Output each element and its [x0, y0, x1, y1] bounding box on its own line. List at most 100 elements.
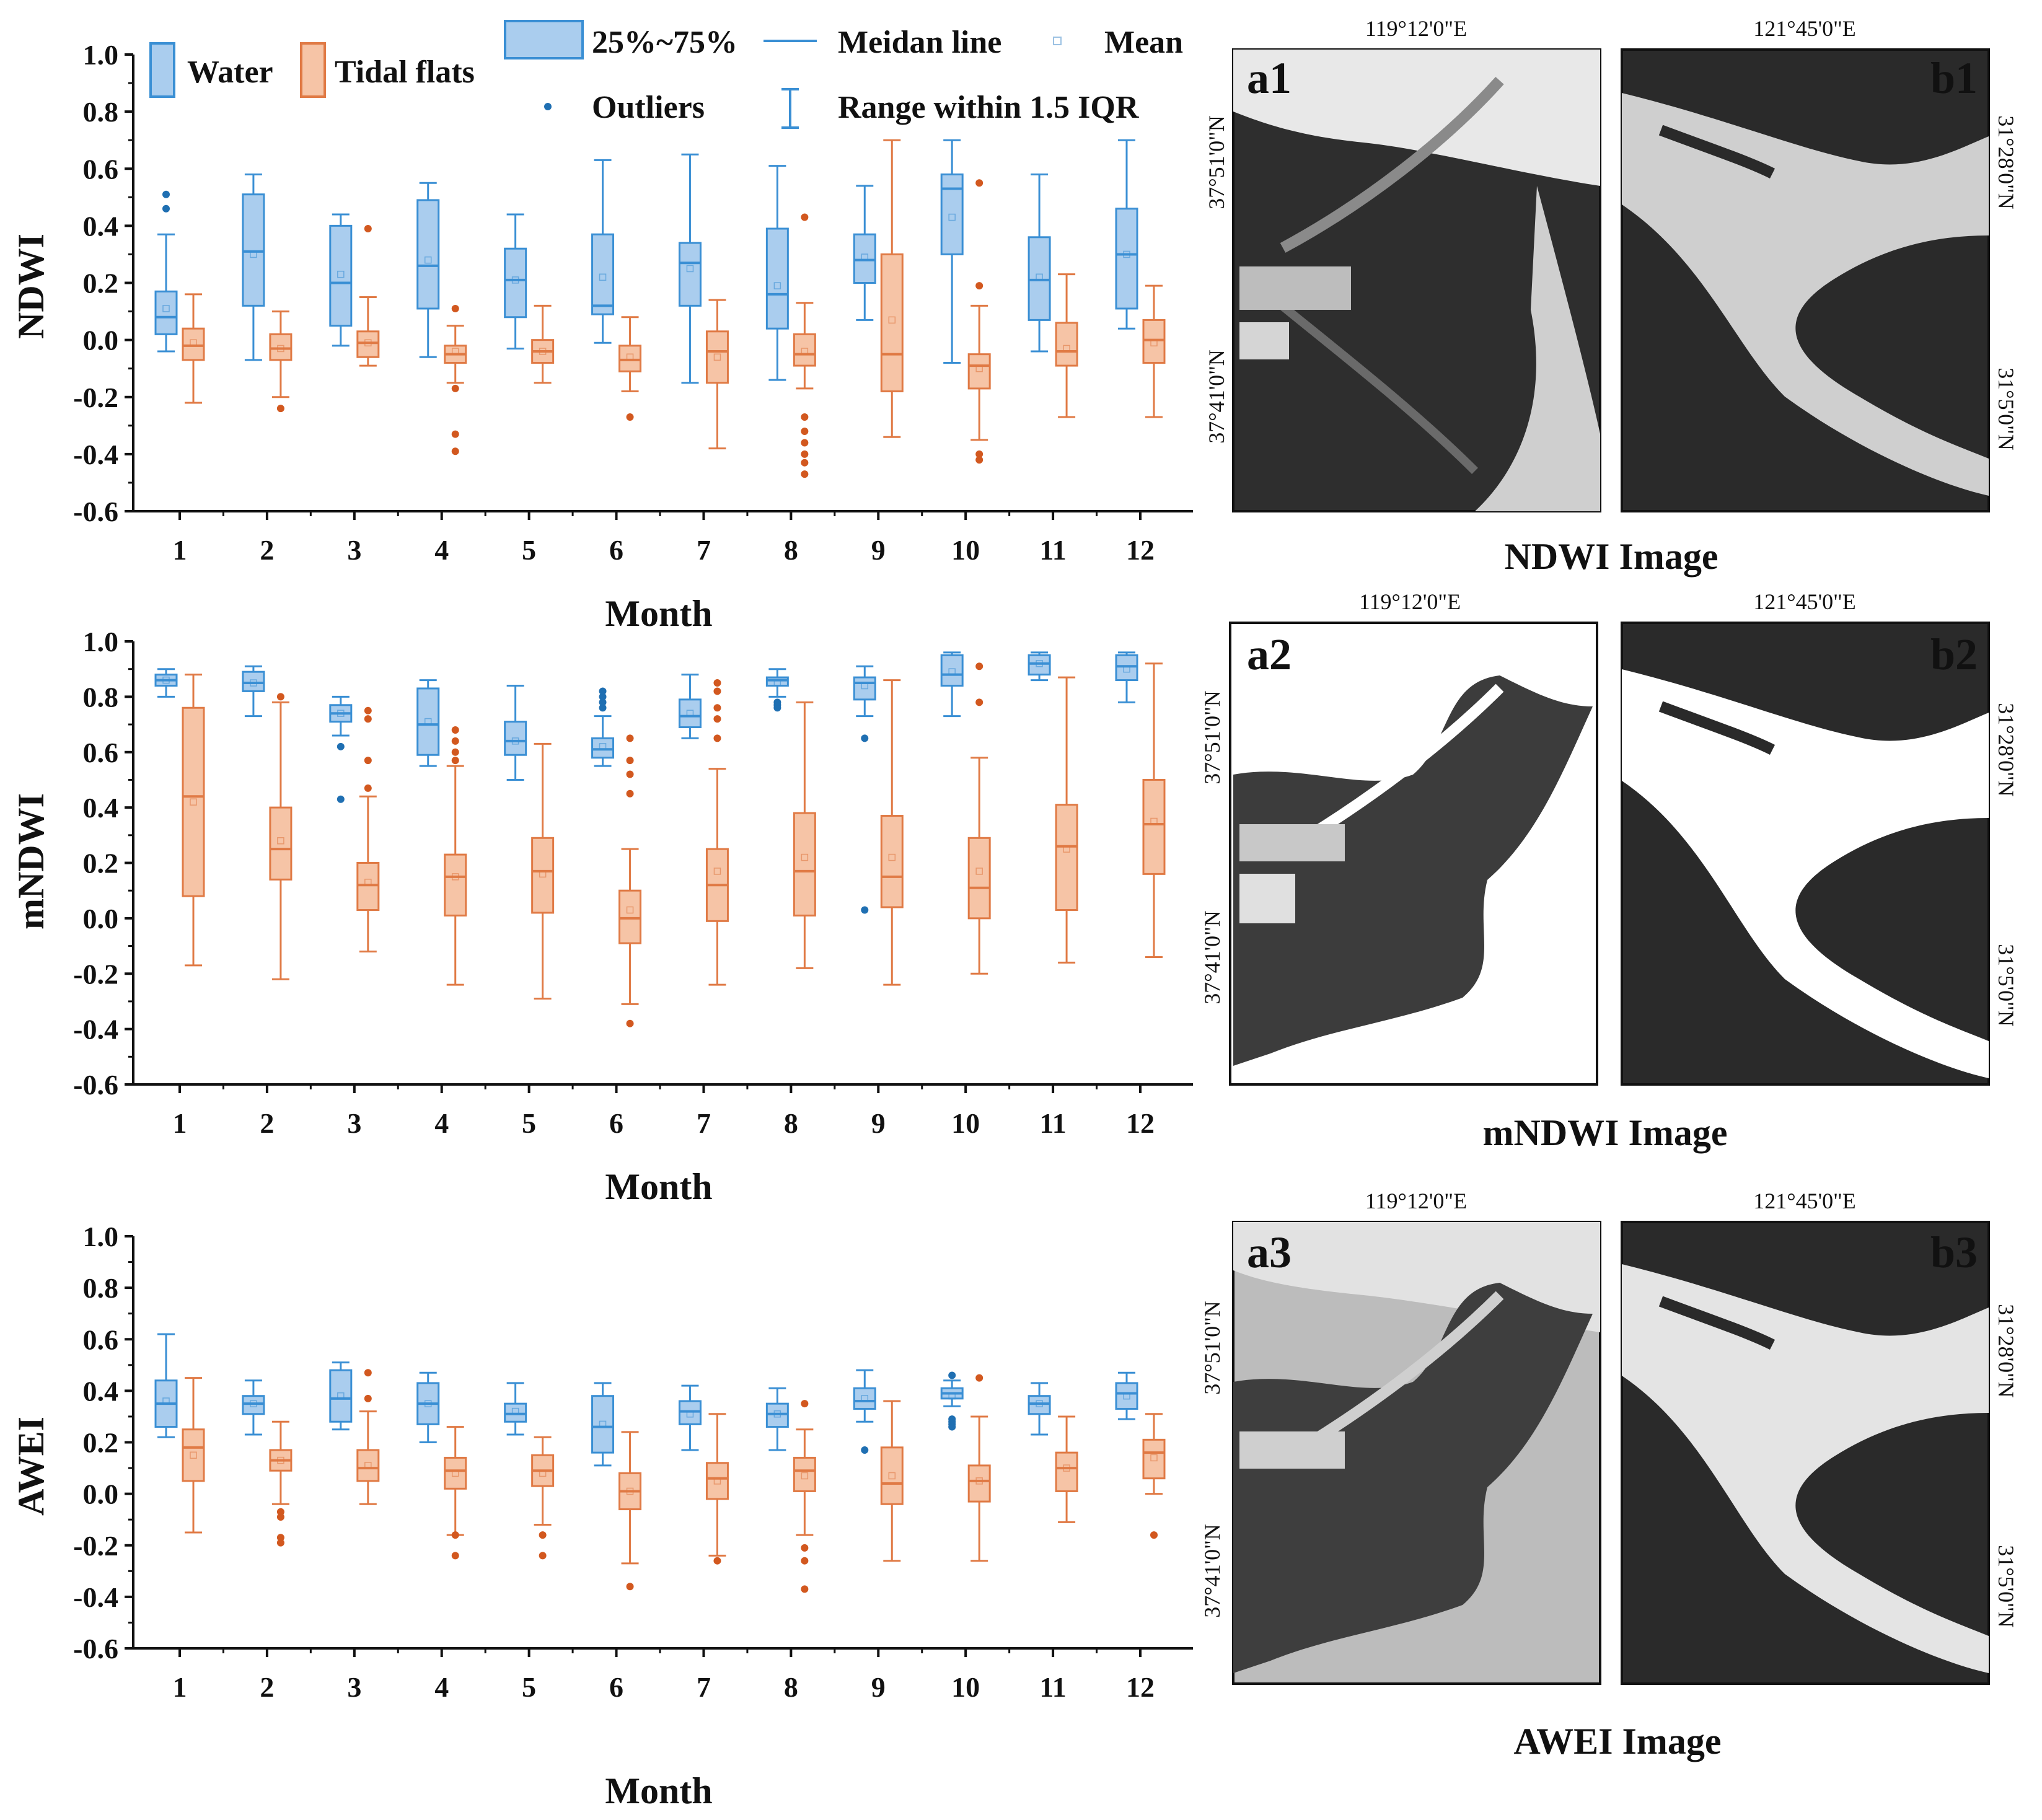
mean-marker [451, 348, 459, 355]
water-box-month-5 [504, 213, 527, 349]
tidal-flats-box-month-10 [967, 179, 991, 464]
outlier-point [861, 734, 869, 742]
x-tick-label: 10 [951, 1671, 980, 1703]
map-row-title: AWEI Image [1513, 1721, 1721, 1762]
outlier-point [276, 405, 284, 413]
map-row-title: NDWI Image [1505, 536, 1719, 577]
mean-marker [250, 679, 257, 687]
iqr-box [1055, 322, 1078, 367]
mean-marker [162, 676, 170, 684]
mean-marker [539, 1469, 547, 1477]
iqr-box [1142, 1438, 1166, 1480]
outlier-point [276, 1513, 284, 1521]
water-box-month-11 [1028, 651, 1051, 682]
mean-marker [1063, 345, 1070, 353]
x-tick-label: 11 [1039, 1671, 1066, 1703]
map-row-1: a1 b1 119°12'0"E 121°45'0"E 37°51'0"N 37… [1204, 16, 2018, 577]
mean-marker [1123, 1392, 1130, 1400]
outlier-point [364, 224, 372, 232]
y-tick-label: 0.8 [83, 681, 119, 713]
y-tick-label: -0.4 [73, 1581, 118, 1613]
x-tick-label: 6 [609, 1671, 623, 1703]
iqr-box [154, 290, 178, 335]
tidal-flats-box-month-5 [531, 742, 555, 1000]
x-tick-label: 2 [260, 534, 274, 566]
mean-marker [337, 1392, 345, 1400]
x-tick-label: 1 [173, 1671, 187, 1703]
outlier-point [162, 204, 170, 213]
y-tick-label: -0.6 [73, 1069, 118, 1101]
mean-marker [277, 345, 284, 353]
map-lat-label: 31°28'0"N [1994, 703, 2018, 797]
mean-marker [162, 1397, 170, 1405]
iqr-box [705, 1462, 729, 1500]
iqr-box [242, 1395, 265, 1415]
map-a3: a3 [1232, 1221, 1601, 1685]
y-tick-label: -0.2 [73, 1530, 118, 1562]
legend-tidal-swatch [300, 42, 326, 98]
map-lon-label: 121°45'0"E [1753, 16, 1856, 41]
tidal-flats-box-month-8 [793, 1400, 816, 1593]
iqr-box [880, 1446, 904, 1505]
map-row-3: a3 b3 119°12'0"E 121°45'0"E 37°51'0"N 37… [1200, 1189, 2018, 1762]
mean-marker [1150, 817, 1158, 825]
x-tick-label: 4 [434, 1107, 449, 1139]
outlier-point [599, 698, 607, 706]
map-label: a3 [1247, 1228, 1292, 1277]
iqr-box [591, 1395, 615, 1454]
water-box-month-7 [678, 674, 702, 739]
iqr-box [182, 706, 205, 897]
tidal-flats-box-month-1 [182, 1377, 205, 1534]
y-tick-label: 0.6 [83, 153, 119, 185]
mean-marker [773, 1410, 781, 1418]
mean-marker [773, 282, 781, 289]
iqr-box [356, 862, 380, 911]
mean-marker [250, 1400, 257, 1407]
y-tick-label: -0.4 [73, 1014, 118, 1045]
mean-marker [626, 1487, 634, 1495]
iqr-box [356, 1449, 380, 1482]
iqr-box [1115, 1382, 1138, 1410]
mean-marker [1063, 845, 1070, 853]
tidal-flats-box-month-7 [705, 1413, 729, 1565]
water-box-month-4 [416, 182, 440, 358]
outlier-point [713, 679, 721, 687]
y-tick-label: 0.8 [83, 1272, 119, 1304]
y-tick-label: -0.6 [73, 496, 118, 527]
water-box-month-10 [940, 1371, 964, 1431]
water-box-month-7 [678, 1384, 702, 1451]
mean-marker [1036, 660, 1043, 667]
iqr-box [444, 1456, 467, 1490]
tidal-flats-box-month-5 [531, 1436, 555, 1560]
water-box-month-6 [591, 1382, 615, 1467]
y-tick-label: 0.6 [83, 1324, 119, 1355]
x-tick-label: 8 [784, 534, 798, 566]
iqr-box [853, 233, 876, 284]
outlier-point [713, 704, 721, 712]
y-tick-label: -0.4 [73, 439, 118, 470]
mean-marker [801, 853, 809, 861]
outlier-point [713, 687, 721, 695]
mean-marker [599, 743, 607, 750]
iqr-box [416, 687, 440, 756]
water-box-month-12 [1115, 651, 1138, 703]
mean-marker [511, 1407, 519, 1415]
y-tick-label: 0.0 [83, 325, 119, 356]
mean-marker [686, 710, 694, 717]
tidal-flats-box-month-9 [880, 139, 904, 438]
mean-marker [713, 868, 721, 875]
iqr-box [1142, 778, 1166, 875]
outlier-point [451, 757, 459, 765]
outlier-point [626, 770, 634, 778]
outlier-point [801, 1400, 809, 1408]
map-lon-label: 121°45'0"E [1753, 1189, 1856, 1213]
y-tick-label: 0.6 [83, 737, 119, 768]
iqr-box [705, 330, 729, 384]
outlier-point [451, 447, 459, 455]
y-axis-label: NDWI [11, 234, 51, 339]
mean-marker [975, 868, 983, 875]
water-box-month-8 [765, 1387, 789, 1451]
water-box-month-2 [242, 665, 265, 718]
outlier-point [451, 1531, 459, 1539]
